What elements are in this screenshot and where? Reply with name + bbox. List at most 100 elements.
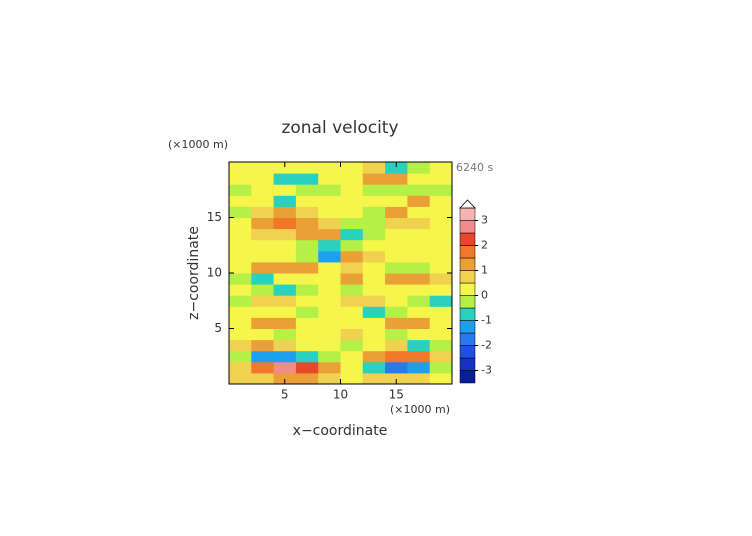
cell <box>318 350 341 363</box>
cell <box>340 250 364 263</box>
cell <box>407 317 431 329</box>
cell <box>251 261 275 274</box>
cell <box>385 239 408 252</box>
cell <box>362 295 386 307</box>
cell <box>273 306 297 318</box>
cell <box>251 284 275 296</box>
cell <box>407 162 431 174</box>
cell <box>251 195 275 207</box>
cell <box>229 250 252 263</box>
cell <box>362 284 386 296</box>
x-unit: (×1000 m) <box>390 403 450 416</box>
cell <box>229 284 252 296</box>
cell <box>362 184 386 196</box>
cell <box>251 339 275 352</box>
cell <box>407 173 431 185</box>
cell <box>407 217 431 230</box>
colorbar-cell <box>459 345 476 359</box>
cell <box>429 306 453 318</box>
cell <box>429 339 453 352</box>
colorbar-cell <box>459 257 476 271</box>
cell <box>318 306 341 318</box>
cell <box>362 162 386 174</box>
cell <box>340 162 364 174</box>
cell <box>340 361 364 374</box>
colorbar-cell <box>459 245 476 259</box>
colorbar-label: -1 <box>481 314 492 327</box>
colorbar-cell <box>459 207 476 221</box>
cell <box>385 184 408 196</box>
cell <box>229 184 252 196</box>
cell <box>385 250 408 263</box>
y-axis-label: z−coordinate <box>186 226 202 320</box>
cell <box>362 328 386 341</box>
cell <box>429 206 453 218</box>
colorbar-label: 3 <box>481 214 488 227</box>
cell <box>340 206 364 218</box>
cell <box>429 273 453 285</box>
cell <box>385 228 408 241</box>
cell <box>273 228 297 241</box>
cell <box>251 217 275 230</box>
cell <box>318 372 341 385</box>
cell <box>407 239 431 252</box>
cell <box>429 217 453 230</box>
cell <box>407 195 431 207</box>
colorbar-label: 1 <box>481 264 488 277</box>
cell <box>407 284 431 296</box>
cell <box>273 295 297 307</box>
cell <box>340 350 364 363</box>
x-tick-label: 10 <box>333 388 348 402</box>
cell <box>295 173 319 185</box>
cell <box>251 328 275 341</box>
cell <box>295 372 319 385</box>
cell <box>385 284 408 296</box>
cell <box>362 273 386 285</box>
cell <box>407 361 431 374</box>
cell <box>385 295 408 307</box>
cell <box>362 206 386 218</box>
cell <box>229 306 252 318</box>
cell <box>407 328 431 341</box>
cell <box>340 261 364 274</box>
cell <box>318 217 341 230</box>
cell <box>362 217 386 230</box>
cell <box>385 306 408 318</box>
cell <box>318 228 341 241</box>
cell <box>251 206 275 218</box>
cell <box>385 317 408 329</box>
cell <box>273 317 297 329</box>
cell <box>251 306 275 318</box>
cell <box>251 350 275 363</box>
cell <box>295 284 319 296</box>
cell <box>429 239 453 252</box>
cell <box>295 162 319 174</box>
cell <box>385 372 408 385</box>
cell <box>229 350 252 363</box>
y-tick-label: 10 <box>207 266 222 280</box>
cell <box>340 306 364 318</box>
cell <box>229 228 252 241</box>
y-unit: (×1000 m) <box>168 138 228 151</box>
cell <box>273 284 297 296</box>
cell <box>295 239 319 252</box>
y-tick-label: 15 <box>207 210 222 224</box>
cell <box>273 328 297 341</box>
cell <box>229 162 252 174</box>
cell <box>407 372 431 385</box>
cell <box>318 173 341 185</box>
cell <box>295 306 319 318</box>
cell <box>318 273 341 285</box>
cell <box>318 195 341 207</box>
cell <box>251 250 275 263</box>
cell <box>229 261 252 274</box>
cell <box>385 273 408 285</box>
cell <box>251 173 275 185</box>
cell <box>273 195 297 207</box>
cell <box>362 350 386 363</box>
cell <box>273 372 297 385</box>
cell <box>229 195 252 207</box>
cell <box>229 339 252 352</box>
cell <box>340 295 364 307</box>
cell <box>362 372 386 385</box>
